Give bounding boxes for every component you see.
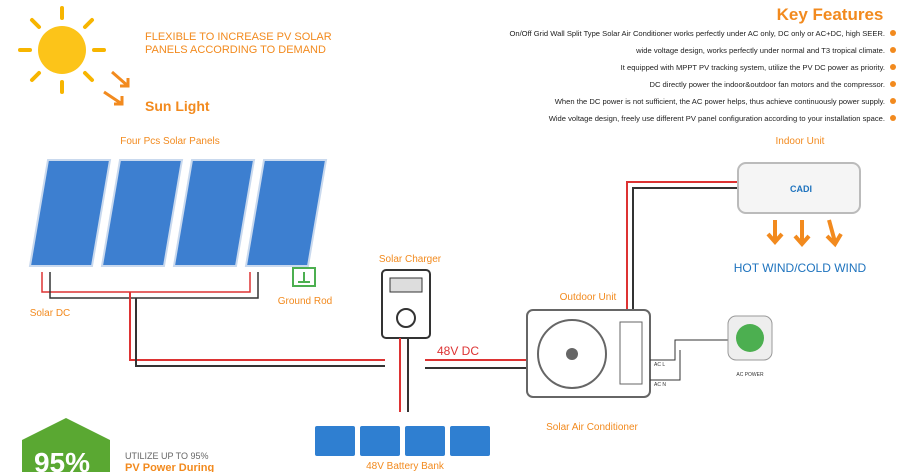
brand-logo: CADI [790,184,812,194]
ac-plug [728,316,772,360]
outdoor-unit [527,310,650,397]
dc-label: 48V DC [437,344,479,358]
sun-icon [20,8,104,92]
panel-wiring [42,272,385,366]
feature-item: When the DC power is not sufficient, the… [555,97,885,106]
feature-item: wide voltage design, works perfectly und… [635,46,885,55]
badge-text: PV Power During [125,462,214,472]
charger-label: Solar Charger [379,254,442,265]
features-list: On/Off Grid Wall Split Type Solar Air Co… [509,29,896,123]
ac-l-label: AC L [654,362,665,368]
wind-arrows [768,220,841,244]
banner-text: FLEXIBLE TO INCREASE PV SOLAR [145,31,332,43]
wind-label: HOT WIND/COLD WIND [734,261,867,275]
solar-dc-label: Solar DC [30,308,71,319]
badge-percent: 95% [34,447,90,472]
feature-item: It equipped with MPPT PV tracking system… [621,63,885,72]
solar-panels [30,160,326,266]
ac-n-label: AC N [654,382,666,388]
feature-item: DC directly power the indoor&outdoor fan… [649,80,885,89]
ground-rod-label: Ground Rod [278,296,332,307]
battery-label: 48V Battery Bank [366,461,445,472]
indoor-unit: CADI [738,163,860,213]
diagram: FLEXIBLE TO INCREASE PV SOLAR PANELS ACC… [0,0,908,472]
panels-label: Four Pcs Solar Panels [120,136,220,147]
indoor-label: Indoor Unit [776,136,825,147]
ac-power-label: AC POWER [736,372,764,378]
sun-rays-arrows [104,72,128,104]
feature-item: On/Off Grid Wall Split Type Solar Air Co… [509,29,885,38]
feature-item: Wide voltage design, freely use differen… [549,114,885,123]
badge-text: UTILIZE UP TO 95% [125,451,209,461]
battery-bank [315,426,490,456]
solar-charger [382,270,430,338]
sun-label: Sun Light [145,98,210,114]
air-conditioner-label: Solar Air Conditioner [546,422,638,433]
banner-text: PANELS ACCORDING TO DEMAND [145,44,326,56]
outdoor-label: Outdoor Unit [560,292,617,303]
ac-wiring [650,340,730,380]
features-title: Key Features [777,5,884,24]
